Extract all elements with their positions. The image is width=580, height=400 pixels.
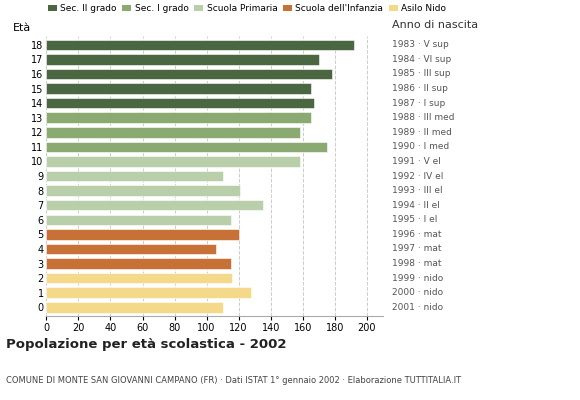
Text: 1996 · mat: 1996 · mat xyxy=(393,230,442,239)
Bar xyxy=(46,258,231,269)
Text: 1985 · III sup: 1985 · III sup xyxy=(393,70,451,78)
Bar xyxy=(46,127,299,138)
Bar xyxy=(46,156,299,167)
Text: 1987 · I sup: 1987 · I sup xyxy=(393,98,445,108)
Text: COMUNE DI MONTE SAN GIOVANNI CAMPANO (FR) · Dati ISTAT 1° gennaio 2002 · Elabora: COMUNE DI MONTE SAN GIOVANNI CAMPANO (FR… xyxy=(6,376,461,385)
Bar xyxy=(46,288,252,298)
Bar xyxy=(46,83,311,94)
Text: 1992 · IV el: 1992 · IV el xyxy=(393,172,444,180)
Text: 1989 · II med: 1989 · II med xyxy=(393,128,452,137)
Text: 1997 · mat: 1997 · mat xyxy=(393,244,442,254)
Text: Età: Età xyxy=(13,23,31,33)
Bar xyxy=(46,98,314,108)
Text: 2000 · nido: 2000 · nido xyxy=(393,288,444,297)
Text: 1999 · nido: 1999 · nido xyxy=(393,274,444,282)
Text: 1993 · III el: 1993 · III el xyxy=(393,186,443,195)
Bar xyxy=(46,273,232,283)
Bar xyxy=(46,302,223,312)
Text: 1988 · III med: 1988 · III med xyxy=(393,113,455,122)
Text: 1984 · VI sup: 1984 · VI sup xyxy=(393,55,452,64)
Text: Anno di nascita: Anno di nascita xyxy=(393,20,478,30)
Text: 1994 · II el: 1994 · II el xyxy=(393,201,440,210)
Bar xyxy=(46,69,332,79)
Text: Popolazione per età scolastica - 2002: Popolazione per età scolastica - 2002 xyxy=(6,338,287,351)
Bar xyxy=(46,244,216,254)
Text: 1983 · V sup: 1983 · V sup xyxy=(393,40,449,49)
Text: 1998 · mat: 1998 · mat xyxy=(393,259,442,268)
Text: 1986 · II sup: 1986 · II sup xyxy=(393,84,448,93)
Bar xyxy=(46,214,231,225)
Bar xyxy=(46,229,238,240)
Text: 1991 · V el: 1991 · V el xyxy=(393,157,441,166)
Bar xyxy=(46,54,319,64)
Bar xyxy=(46,171,223,181)
Bar xyxy=(46,142,327,152)
Bar xyxy=(46,185,240,196)
Legend: Sec. II grado, Sec. I grado, Scuola Primaria, Scuola dell'Infanzia, Asilo Nido: Sec. II grado, Sec. I grado, Scuola Prim… xyxy=(48,4,447,13)
Bar xyxy=(46,112,311,123)
Text: 2001 · nido: 2001 · nido xyxy=(393,303,444,312)
Text: 1995 · I el: 1995 · I el xyxy=(393,215,438,224)
Bar xyxy=(46,200,263,210)
Text: 1990 · I med: 1990 · I med xyxy=(393,142,450,151)
Bar xyxy=(46,40,354,50)
